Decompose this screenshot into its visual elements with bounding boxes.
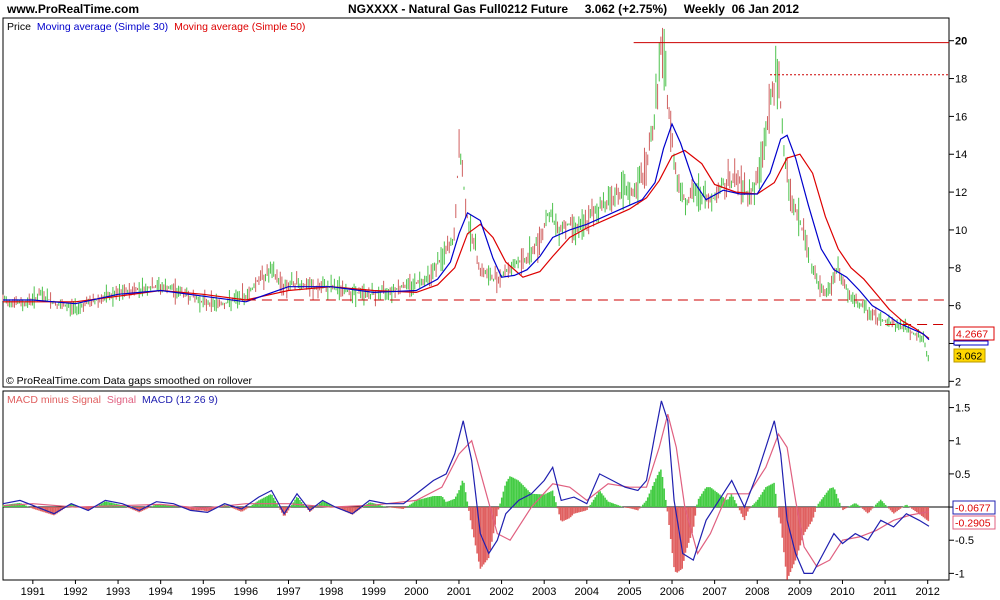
time-axis: 1991 1992 1993 1994 1995 1996 1997 1998 1999 2000… <box>21 580 940 598</box>
macd-tick-label: 0.5 <box>955 469 970 481</box>
time-tick-label: 2003 <box>532 586 556 598</box>
macd-tag: -0.0677 <box>955 503 991 515</box>
macd-legend: MACD minus Signal Signal MACD (12 26 9) <box>7 394 218 406</box>
price-tick-label: 8 <box>955 263 961 275</box>
time-tick-label: 1996 <box>234 586 258 598</box>
legend-hist: MACD minus Signal <box>7 394 101 406</box>
signal-line <box>2 414 930 568</box>
macd-tag-box <box>952 500 996 515</box>
period: Weekly <box>683 2 725 16</box>
time-tick-label: 1997 <box>276 586 300 598</box>
price-tick-label: 20 <box>955 36 967 48</box>
time-tick-label: 1993 <box>106 586 130 598</box>
price-tick-label: 6 <box>955 301 961 313</box>
legend-macd: MACD (12 26 9) <box>142 394 218 406</box>
macd-tick-label: -0.5 <box>955 535 974 547</box>
time-tick-label: 2002 <box>489 586 513 598</box>
ma50-line <box>3 149 930 339</box>
price-tick-label: 2 <box>955 376 961 388</box>
header-bar: www.ProRealTime.com NGXXXX - Natural Gas… <box>0 0 1000 18</box>
data-gaps-note: © ProRealTime.com Data gaps smoothed on … <box>6 375 253 387</box>
time-tick-label: 2011 <box>873 586 897 598</box>
time-tick-label: 2000 <box>404 586 428 598</box>
price-tick-label: 16 <box>955 111 967 123</box>
price-tick-label: 12 <box>955 187 967 199</box>
time-tick-label: 2009 <box>788 586 812 598</box>
macd-tick-label: 1 <box>955 436 961 448</box>
legend-ma50: Moving average (Simple 50) <box>174 21 305 33</box>
time-tick-label: 2006 <box>660 586 684 598</box>
price-tag-box <box>953 348 986 363</box>
price-plot <box>2 27 949 362</box>
time-tick-label: 2008 <box>745 586 769 598</box>
price-tick-label: 10 <box>955 225 967 237</box>
time-tick-label: 1992 <box>63 586 87 598</box>
legend-signal: Signal <box>107 394 136 406</box>
time-tick-label: 1994 <box>148 586 172 598</box>
price-axis: 2468101214161820 <box>949 36 967 388</box>
last-price: 3.062 (+2.75%) <box>584 2 668 16</box>
price-legend: Price Moving average (Simple 30) Moving … <box>7 21 305 33</box>
ma50-tag-box <box>953 326 995 341</box>
chart-headline: NGXXXX - Natural Gas Full0212 Future 3.0… <box>348 2 799 16</box>
time-tick-label: 2001 <box>447 586 471 598</box>
time-tick-label: 1998 <box>319 586 343 598</box>
ma30-line <box>3 122 930 341</box>
time-tick-label: 2004 <box>575 586 599 598</box>
macd-tick-label: -1 <box>955 568 965 580</box>
instrument-title: NGXXXX - Natural Gas Full0212 Future <box>348 2 569 16</box>
legend-ma30: Moving average (Simple 30) <box>37 21 168 33</box>
chart-date: 06 Jan 2012 <box>731 2 799 16</box>
time-tick-label: 1999 <box>361 586 385 598</box>
time-tick-label: 1995 <box>191 586 215 598</box>
price-tag: 3.062 <box>956 351 982 363</box>
time-tick-label: 1991 <box>21 586 45 598</box>
time-tick-label: 2005 <box>617 586 641 598</box>
macd-panel-frame <box>2 390 950 581</box>
signal-tag-box <box>952 515 996 530</box>
time-tick-label: 2010 <box>830 586 854 598</box>
price-tick-label: 18 <box>955 74 967 86</box>
time-tick-label: 2007 <box>702 586 726 598</box>
site-name[interactable]: www.ProRealTime.com <box>7 2 140 16</box>
time-tick-label: 2012 <box>915 586 939 598</box>
price-tick-label: 14 <box>955 149 967 161</box>
legend-price: Price <box>7 21 31 33</box>
signal-tag: -0.2905 <box>955 518 991 530</box>
ma30-tag-box <box>953 340 989 346</box>
macd-plot <box>2 400 930 580</box>
price-panel-frame <box>2 17 950 388</box>
ma50-tag: 4.2667 <box>956 329 988 341</box>
macd-line <box>2 400 930 574</box>
macd-tick-label: 1.5 <box>955 403 970 415</box>
